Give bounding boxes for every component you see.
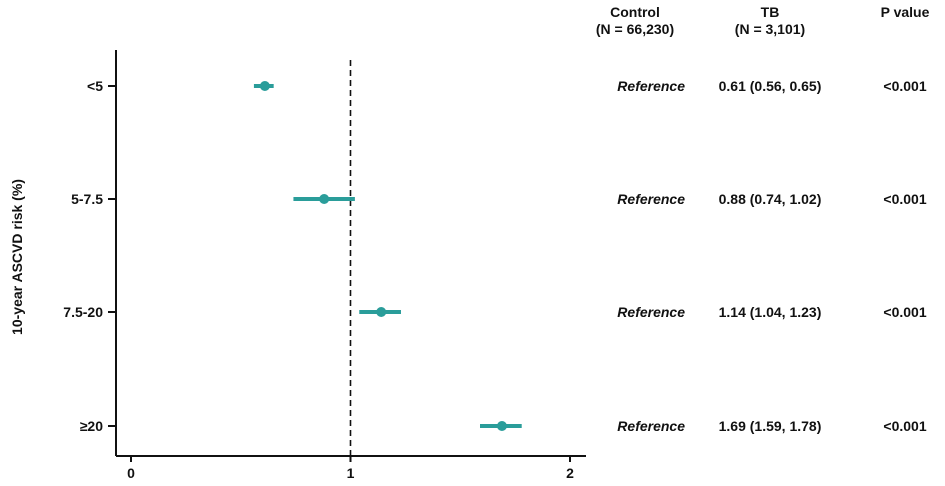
y-tick-label: 5-7.5 (71, 191, 103, 207)
point-estimate (260, 81, 270, 91)
y-axis-title: 10-year ASCVD risk (%) (9, 179, 25, 335)
point-estimate (319, 194, 329, 204)
p-value-cell: <0.001 (865, 191, 945, 207)
control-reference-cell: Reference (560, 191, 685, 207)
tb-header-subtitle: (N = 3,101) (715, 21, 825, 38)
point-estimate (376, 307, 386, 317)
control-column-header: Control (N = 66,230) (580, 4, 690, 38)
tb-estimate-cell: 0.61 (0.56, 0.65) (700, 78, 840, 94)
x-tick-label: 2 (566, 465, 574, 481)
tb-estimate-cell: 1.69 (1.59, 1.78) (700, 418, 840, 434)
y-tick-label: ≥20 (80, 418, 103, 434)
p-value-cell: <0.001 (865, 78, 945, 94)
x-tick-label: 1 (347, 465, 355, 481)
point-estimate (497, 421, 507, 431)
p-value-cell: <0.001 (865, 418, 945, 434)
control-reference-cell: Reference (560, 304, 685, 320)
tb-estimate-cell: 0.88 (0.74, 1.02) (700, 191, 840, 207)
p-value-column-header: P value (865, 4, 945, 21)
p-header-title: P value (865, 4, 945, 21)
tb-header-title: TB (715, 4, 825, 21)
p-value-cell: <0.001 (865, 304, 945, 320)
y-tick-label: 7.5-20 (63, 304, 103, 320)
control-reference-cell: Reference (560, 78, 685, 94)
control-reference-cell: Reference (560, 418, 685, 434)
control-header-subtitle: (N = 66,230) (580, 21, 690, 38)
y-tick-label: <5 (87, 78, 103, 94)
control-header-title: Control (580, 4, 690, 21)
tb-column-header: TB (N = 3,101) (715, 4, 825, 38)
x-tick-label: 0 (127, 465, 135, 481)
tb-estimate-cell: 1.14 (1.04, 1.23) (700, 304, 840, 320)
